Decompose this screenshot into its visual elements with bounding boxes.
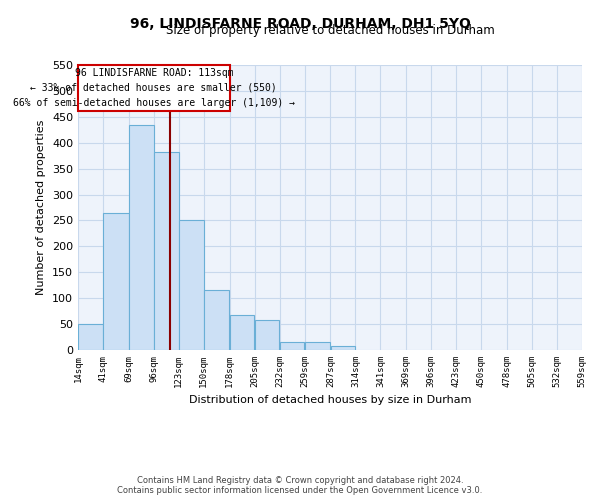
Y-axis label: Number of detached properties: Number of detached properties	[37, 120, 46, 295]
Bar	[179, 220, 203, 350]
Bar	[154, 152, 179, 350]
Title: Size of property relative to detached houses in Durham: Size of property relative to detached ho…	[166, 24, 494, 38]
Bar	[129, 124, 154, 350]
Text: 96, LINDISFARNE ROAD, DURHAM, DH1 5YQ: 96, LINDISFARNE ROAD, DURHAM, DH1 5YQ	[130, 18, 470, 32]
Text: Contains HM Land Registry data © Crown copyright and database right 2024.
Contai: Contains HM Land Registry data © Crown c…	[118, 476, 482, 495]
Bar	[305, 342, 330, 350]
Bar	[280, 342, 304, 350]
Bar	[331, 346, 355, 350]
Bar	[103, 212, 128, 350]
Bar	[78, 324, 103, 350]
Bar	[230, 315, 254, 350]
Text: 96 LINDISFARNE ROAD: 113sqm
← 33% of detached houses are smaller (550)
66% of se: 96 LINDISFARNE ROAD: 113sqm ← 33% of det…	[13, 68, 295, 108]
Bar	[255, 320, 280, 350]
Bar	[204, 290, 229, 350]
FancyBboxPatch shape	[78, 65, 230, 110]
X-axis label: Distribution of detached houses by size in Durham: Distribution of detached houses by size …	[189, 396, 471, 406]
